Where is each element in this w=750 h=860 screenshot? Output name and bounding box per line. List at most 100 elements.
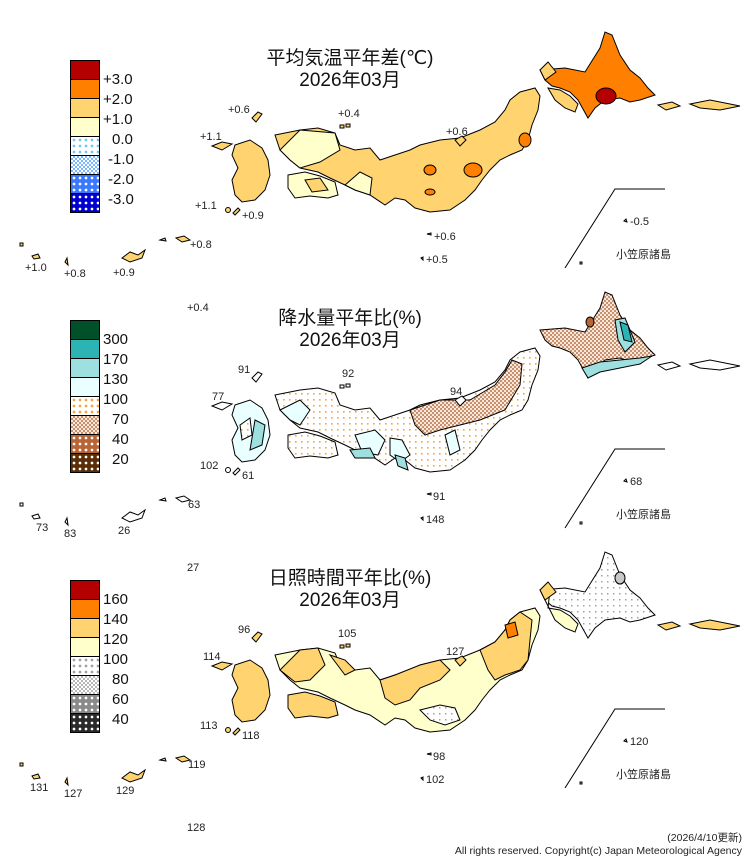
legend-label: 100 <box>103 651 129 668</box>
value-amami: 63 <box>188 499 201 511</box>
legend-swatch <box>70 358 100 377</box>
precipitation-ratio-panel: 降水量平年比(%) 2026年03月 300 170 130 100 70 40… <box>0 260 750 574</box>
legend-label: +2.0 <box>103 91 133 108</box>
legend-label: 140 <box>103 611 129 628</box>
value-koshiki: 113 <box>200 720 218 732</box>
value-koshiki: +1.1 <box>195 200 217 212</box>
color-legend: +3.0 +2.0 +1.0 0.0 -1.0 -2.0 -3.0 <box>70 60 190 213</box>
legend-swatch <box>70 637 100 656</box>
value-amami: +0.8 <box>190 239 212 251</box>
value-chichijima: -0.5 <box>630 216 649 228</box>
value-goto: +1.1 <box>200 131 222 143</box>
legend-swatch <box>70 656 100 675</box>
color-legend: 300 170 130 100 70 40 20 <box>70 320 190 473</box>
title-text: 平均気温平年差(℃) <box>266 48 434 69</box>
value-tsushima: 96 <box>238 624 251 636</box>
legend-label: -1.0 <box>108 151 134 168</box>
value-chichijima: 120 <box>630 736 649 748</box>
value-hachijojima: 98 <box>433 751 446 763</box>
value-miyako: 83 <box>64 528 77 540</box>
value-izu-south: +0.5 <box>426 254 448 266</box>
legend-swatch <box>70 377 100 396</box>
legend-swatch <box>70 79 100 98</box>
chart-title: 降水量平年比(%) 2026年03月 <box>230 308 470 352</box>
legend-label: +3.0 <box>103 71 133 88</box>
value-yaeyama: +1.0 <box>25 262 47 274</box>
value-chichijima: 68 <box>630 476 643 488</box>
legend-swatch <box>70 117 100 136</box>
legend-swatch <box>70 415 100 434</box>
legend-label: 130 <box>103 371 129 388</box>
period-text: 2026年03月 <box>299 70 401 91</box>
value-hachijojima: 91 <box>433 491 446 503</box>
value-okinawa: 26 <box>118 525 131 537</box>
legend-swatch <box>70 396 100 415</box>
legend-label: +1.0 <box>103 111 133 128</box>
value-yakushima: 61 <box>242 470 255 482</box>
legend-label: 170 <box>103 351 129 368</box>
legend-label: 70 <box>112 411 129 428</box>
value-koshiki: 102 <box>200 460 219 472</box>
precipitation-map <box>19 291 741 540</box>
value-tsushima: 91 <box>238 364 251 376</box>
legend-label: 100 <box>103 391 129 408</box>
legend-label: 120 <box>103 631 129 648</box>
value-sado: +0.6 <box>446 126 468 138</box>
legend-label: 80 <box>112 671 129 688</box>
value-izu-south: 102 <box>426 774 445 786</box>
value-yakushima: 118 <box>242 730 260 742</box>
sunshine-map <box>19 551 741 800</box>
legend-swatch <box>70 694 100 713</box>
legend-swatch <box>70 174 100 193</box>
value-miyako: +0.8 <box>64 268 86 280</box>
title-text: 日照時間平年比(%) <box>268 568 432 589</box>
legend-label: 60 <box>112 691 129 708</box>
legend-label: 0.0 <box>112 131 133 148</box>
value-amami: 119 <box>188 759 206 771</box>
value-daito: 128 <box>187 822 206 834</box>
value-goto: 77 <box>212 391 225 403</box>
legend-label: 160 <box>103 591 129 608</box>
value-miyako: 127 <box>64 788 83 800</box>
legend-label: 40 <box>112 711 129 728</box>
chart-title: 平均気温平年差(℃) 2026年03月 <box>230 48 470 92</box>
legend-swatch <box>70 580 100 599</box>
legend-swatch <box>70 155 100 174</box>
legend-swatch <box>70 320 100 339</box>
ogasawara-label: 小笠原諸島 <box>616 249 671 261</box>
value-izu-south: 148 <box>426 514 445 526</box>
legend-label: -3.0 <box>108 191 134 208</box>
legend-swatch <box>70 599 100 618</box>
sunshine-ratio-panel: 日照時間平年比(%) 2026年03月 160 140 120 100 80 6… <box>0 520 750 834</box>
value-sado: 127 <box>446 646 465 658</box>
value-daito: 27 <box>187 562 200 574</box>
legend-swatch <box>70 136 100 155</box>
period-text: 2026年03月 <box>299 590 401 611</box>
temperature-anomaly-panel: 平均気温平年差(℃) 2026年03月 +3.0 +2.0 +1.0 0.0 -… <box>0 0 750 314</box>
legend-label: -2.0 <box>108 171 134 188</box>
legend-swatch <box>70 60 100 79</box>
legend-swatch <box>70 453 100 473</box>
value-oki: 92 <box>342 368 355 380</box>
chart-title: 日照時間平年比(%) 2026年03月 <box>230 568 470 612</box>
ogasawara-label: 小笠原諸島 <box>616 769 671 781</box>
legend-label: 300 <box>103 331 129 348</box>
value-daito: +0.4 <box>187 302 209 314</box>
copyright-text: All rights reserved. Copyright(c) Japan … <box>454 845 742 857</box>
legend-swatch <box>70 675 100 694</box>
legend-swatch <box>70 434 100 453</box>
value-okinawa: +0.9 <box>113 267 135 279</box>
ogasawara-label: 小笠原諸島 <box>616 509 671 521</box>
value-yaeyama: 73 <box>36 522 49 534</box>
value-okinawa: 129 <box>116 785 135 797</box>
legend-swatch <box>70 713 100 733</box>
ogasawara-inset-frame <box>564 188 665 269</box>
legend-swatch <box>70 339 100 358</box>
value-oki: +0.4 <box>338 108 360 120</box>
value-yakushima: +0.9 <box>242 210 264 222</box>
updated-date: (2026/4/10更新) <box>667 832 742 844</box>
value-oki: 105 <box>338 628 357 640</box>
color-legend: 160 140 120 100 80 60 40 <box>70 580 190 733</box>
value-yaeyama: 131 <box>30 782 49 794</box>
value-goto: 114 <box>203 651 221 663</box>
